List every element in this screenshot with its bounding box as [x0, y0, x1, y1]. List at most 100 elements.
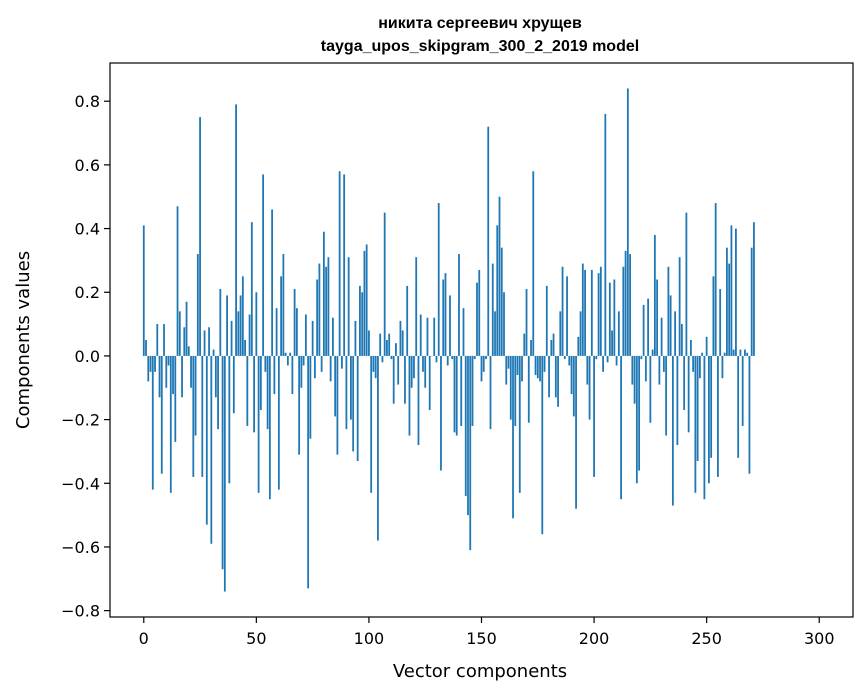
bar-154 [489, 355, 492, 430]
bar-226 [651, 349, 654, 356]
bar-47 [248, 314, 251, 356]
bar-251 [708, 355, 710, 484]
y-tick-label: −0.2 [61, 411, 100, 430]
bar-239 [680, 324, 683, 356]
bar-180 [548, 355, 550, 398]
bar-130 [435, 355, 438, 363]
bar-204 [602, 355, 604, 372]
bar-147 [473, 355, 476, 360]
bar-201 [595, 355, 598, 360]
bar-79 [320, 355, 323, 372]
chart-title-line-1: никита сергеевич хрущев [378, 15, 582, 32]
bar-28 [205, 355, 208, 525]
bar-34 [219, 289, 222, 356]
x-axis-ticks: 0 50 100 150 200 250 300 [139, 617, 835, 648]
bar-37 [226, 295, 228, 356]
bar-78 [318, 263, 321, 356]
bar-228 [656, 279, 659, 356]
bar-76 [313, 355, 316, 379]
bar-207 [608, 282, 611, 356]
bar-171 [527, 355, 530, 423]
bar-50 [255, 292, 258, 356]
bar-141 [460, 355, 463, 426]
bar-31 [212, 349, 215, 356]
bar-136 [449, 295, 451, 356]
bar-235 [671, 355, 674, 506]
y-tick-label: 0.4 [75, 220, 100, 239]
bar-99 [365, 244, 368, 356]
bar-233 [667, 266, 670, 356]
bar-93 [352, 355, 355, 452]
bar-252 [710, 355, 713, 458]
bar-179 [545, 285, 548, 356]
bar-44 [241, 276, 244, 356]
bar-55 [266, 355, 269, 430]
bar-257 [721, 355, 724, 379]
bar-67 [293, 289, 296, 356]
bar-107 [383, 212, 386, 356]
bar-89 [343, 174, 346, 356]
bar-97 [361, 292, 364, 356]
bar-43 [239, 295, 242, 356]
bar-142 [462, 308, 465, 356]
bar-11 [167, 355, 170, 366]
bar-187 [563, 355, 566, 360]
bar-75 [311, 320, 314, 356]
bar-149 [478, 269, 481, 356]
bar-58 [273, 355, 276, 395]
bar-219 [635, 355, 638, 484]
bar-32 [214, 355, 217, 398]
bar-263 [735, 228, 737, 356]
bar-35 [221, 355, 224, 570]
bar-120 [413, 355, 415, 379]
bar-20 [187, 346, 190, 356]
bar-98 [363, 250, 366, 356]
bar-82 [327, 257, 330, 356]
bar-183 [554, 355, 557, 398]
y-tick-label: −0.8 [61, 602, 100, 621]
bar-30 [210, 355, 213, 544]
bar-259 [726, 247, 728, 356]
bar-27 [203, 330, 206, 356]
bar-90 [345, 355, 348, 430]
bar-243 [689, 340, 692, 356]
bar-38 [228, 355, 231, 484]
bar-87 [338, 171, 341, 356]
bar-190 [570, 355, 573, 395]
bar-138 [453, 355, 456, 433]
bar-46 [246, 355, 249, 426]
bar-92 [350, 355, 352, 420]
bar-108 [386, 340, 388, 356]
bar-18 [183, 327, 186, 356]
bar-0 [142, 225, 145, 356]
x-axis-label: Vector components [393, 661, 567, 682]
bar-163 [509, 355, 512, 420]
bar-186 [561, 266, 564, 356]
bar-267 [744, 349, 746, 356]
bar-152 [485, 355, 487, 360]
bar-167 [518, 355, 521, 493]
bar-178 [543, 355, 546, 372]
bar-210 [615, 355, 618, 366]
bar-249 [703, 355, 706, 500]
y-tick-label: 0.8 [75, 92, 100, 111]
bar-160 [503, 292, 505, 356]
bar-57 [271, 209, 274, 356]
bar-181 [550, 340, 553, 356]
bar-151 [482, 355, 485, 372]
bar-270 [750, 247, 753, 356]
bar-85 [334, 355, 337, 417]
bar-42 [237, 311, 240, 356]
bar-81 [325, 266, 328, 356]
bar-260 [728, 263, 731, 356]
bar-137 [451, 355, 454, 360]
bar-143 [464, 355, 467, 497]
bar-262 [732, 349, 735, 356]
bar-24 [196, 254, 199, 356]
bar-86 [336, 355, 339, 455]
bar-21 [190, 355, 192, 388]
bar-60 [277, 355, 280, 490]
bar-213 [622, 266, 625, 356]
y-axis-label: Components values [13, 251, 34, 429]
bar-51 [257, 355, 260, 493]
